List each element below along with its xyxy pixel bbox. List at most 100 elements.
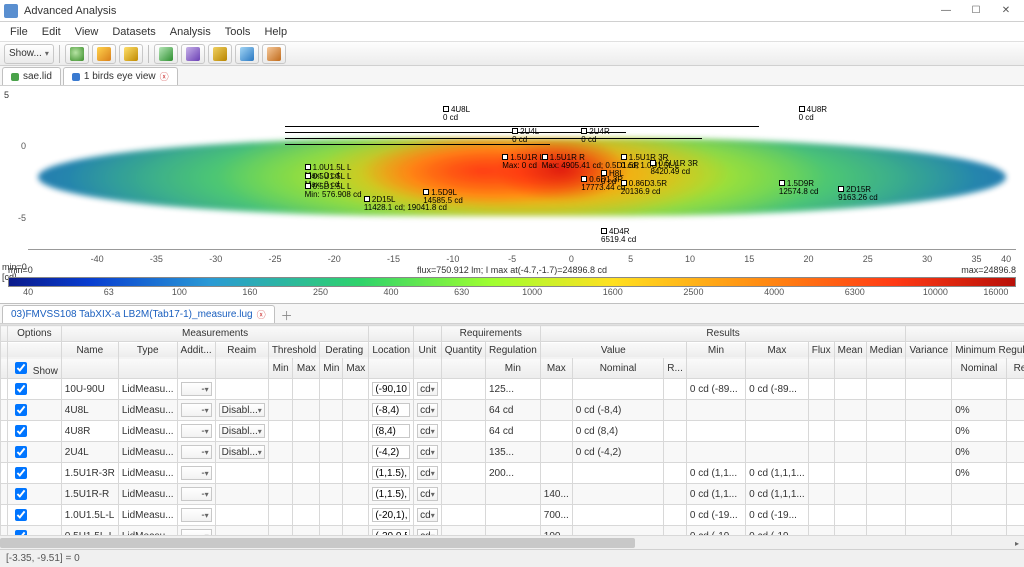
unit-dropdown[interactable]: cd (417, 487, 438, 501)
addit-dropdown[interactable]: - (181, 424, 212, 438)
location-input[interactable] (372, 382, 410, 396)
column-header[interactable] (8, 342, 62, 358)
row-show-checkbox[interactable] (15, 446, 27, 458)
addit-dropdown[interactable]: - (181, 487, 212, 501)
close-button[interactable]: ✕ (992, 2, 1020, 20)
tool-4[interactable] (154, 44, 178, 64)
column-header[interactable]: Nominal (572, 358, 664, 379)
column-header[interactable]: R... (664, 358, 687, 379)
tab-birds-eye[interactable]: 1 birds eye view ⓧ (63, 67, 178, 85)
column-header[interactable]: Margins (906, 326, 1024, 342)
column-header[interactable] (61, 358, 118, 379)
column-header[interactable] (746, 358, 809, 379)
unit-dropdown[interactable]: cd (417, 508, 438, 522)
tool-7[interactable] (235, 44, 259, 64)
column-header[interactable] (686, 358, 745, 379)
tab-sae-lid[interactable]: sae.lid (2, 67, 61, 85)
table-row[interactable]: 1.0U1.5L-LLidMeasu...-cd700...0 cd (-19.… (1, 505, 1024, 526)
column-header[interactable]: Max (540, 358, 572, 379)
column-header[interactable]: Variance (906, 342, 952, 358)
unit-dropdown[interactable]: cd (417, 403, 438, 417)
column-header[interactable] (906, 358, 952, 379)
column-header[interactable] (866, 358, 906, 379)
menu-edit[interactable]: Edit (36, 24, 67, 40)
row-show-checkbox[interactable] (15, 488, 27, 500)
unit-dropdown[interactable]: cd (417, 382, 438, 396)
row-show-checkbox[interactable] (15, 509, 27, 521)
column-header[interactable]: Name (61, 342, 118, 358)
column-header[interactable]: Mean (834, 342, 866, 358)
row-show-checkbox[interactable] (15, 425, 27, 437)
tab-close-icon[interactable]: ⓧ (257, 308, 266, 321)
column-header[interactable]: Threshold (268, 342, 319, 358)
scroll-right-icon[interactable]: ▸ (1010, 536, 1024, 550)
column-header[interactable]: Min (686, 342, 745, 358)
menu-datasets[interactable]: Datasets (106, 24, 161, 40)
column-header[interactable]: Max (293, 358, 320, 379)
addit-dropdown[interactable]: - (181, 382, 212, 396)
minimize-button[interactable]: — (932, 2, 960, 20)
column-header[interactable]: Show (8, 358, 62, 379)
tool-6[interactable] (208, 44, 232, 64)
column-header[interactable]: Max (343, 358, 369, 379)
reaim-dropdown[interactable]: Disabl... (219, 445, 265, 459)
column-header[interactable]: Derating (320, 342, 369, 358)
menu-view[interactable]: View (69, 24, 105, 40)
column-header[interactable]: Median (866, 342, 906, 358)
tool-8[interactable] (262, 44, 286, 64)
column-header[interactable] (1, 326, 8, 342)
column-header[interactable]: Min (320, 358, 343, 379)
show-all-checkbox[interactable] (15, 362, 27, 374)
scroll-thumb[interactable] (0, 538, 635, 548)
unit-dropdown[interactable]: cd (417, 424, 438, 438)
table-row[interactable]: 2U4LLidMeasu...-Disabl...cd135...0 cd (-… (1, 442, 1024, 463)
grid-hscroll[interactable]: ◂ ▸ (0, 535, 1024, 549)
column-header[interactable] (369, 326, 414, 342)
column-header[interactable]: Quantity (441, 342, 485, 358)
column-header[interactable] (118, 358, 177, 379)
column-header[interactable] (808, 358, 834, 379)
table-row[interactable]: 10U-90ULidMeasu...-cd125...0 cd (-89...0… (1, 379, 1024, 400)
unit-dropdown[interactable]: cd (417, 466, 438, 480)
column-header[interactable]: Minimum Regulation (952, 342, 1024, 358)
row-show-checkbox[interactable] (15, 467, 27, 479)
column-header[interactable]: Reaim (215, 342, 268, 358)
column-header[interactable]: Reaim (1006, 358, 1024, 379)
column-header[interactable] (834, 358, 866, 379)
unit-dropdown[interactable]: cd (417, 445, 438, 459)
addit-dropdown[interactable]: - (181, 508, 212, 522)
location-input[interactable] (372, 424, 410, 438)
show-dropdown[interactable]: Show... ▾ (4, 44, 54, 64)
tool-3[interactable] (119, 44, 143, 64)
tab-close-icon[interactable]: ⓧ (160, 70, 169, 83)
column-header[interactable] (441, 358, 485, 379)
sheet-tab-new[interactable]: ＋ (279, 307, 295, 323)
row-show-checkbox[interactable] (15, 404, 27, 416)
column-header[interactable] (1, 342, 8, 358)
column-header[interactable]: Location (369, 342, 414, 358)
column-header[interactable]: Max (746, 342, 809, 358)
table-row[interactable]: 1.5U1R-3RLidMeasu...-cd200...0 cd (1,1..… (1, 463, 1024, 484)
location-input[interactable] (372, 445, 410, 459)
location-input[interactable] (372, 487, 410, 501)
table-row[interactable]: 4U8RLidMeasu...-Disabl...cd64 cd0 cd (8,… (1, 421, 1024, 442)
column-header[interactable] (1, 358, 8, 379)
menu-tools[interactable]: Tools (219, 24, 257, 40)
column-header[interactable]: Measurements (61, 326, 369, 342)
column-header[interactable]: Min (485, 358, 540, 379)
sheet-tab-active[interactable]: 03)FMVSS108 TabXIX-a LB2M(Tab17-1)_measu… (2, 305, 275, 323)
column-header[interactable] (414, 326, 442, 342)
column-header[interactable]: Addit... (177, 342, 215, 358)
table-row[interactable]: 4U8LLidMeasu...-Disabl...cd64 cd0 cd (-8… (1, 400, 1024, 421)
table-row[interactable]: 1.5U1R-RLidMeasu...-cd140...0 cd (1,1...… (1, 484, 1024, 505)
tool-5[interactable] (181, 44, 205, 64)
column-header[interactable]: Options (8, 326, 62, 342)
location-input[interactable] (372, 508, 410, 522)
column-header[interactable] (414, 358, 442, 379)
chart-plot-area[interactable]: 5 0-5 4U8L0 cd4U8R0 cd2U4R0 cd2U4L0 cd1.… (28, 90, 1016, 268)
maximize-button[interactable]: ☐ (962, 2, 990, 20)
reaim-dropdown[interactable]: Disabl... (219, 424, 265, 438)
tool-2[interactable] (92, 44, 116, 64)
column-header[interactable] (177, 358, 215, 379)
column-header[interactable] (215, 358, 268, 379)
